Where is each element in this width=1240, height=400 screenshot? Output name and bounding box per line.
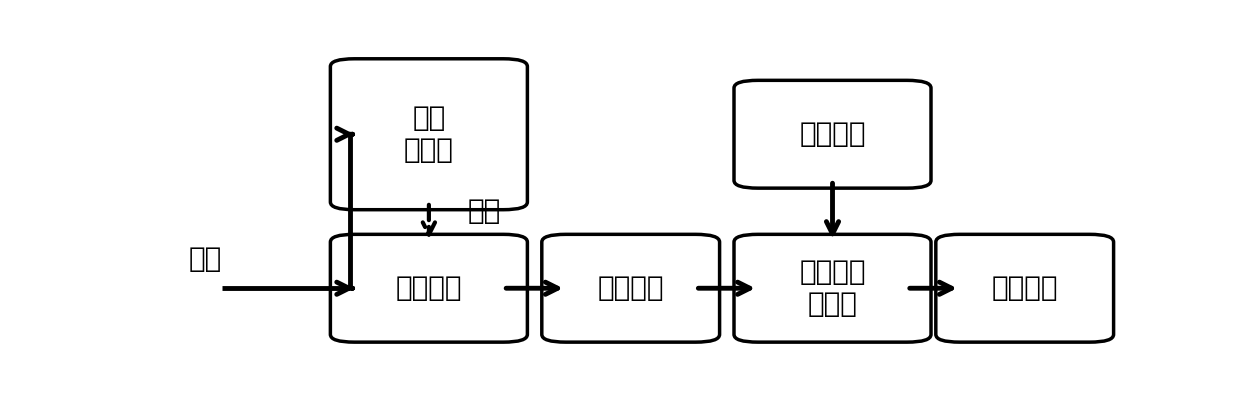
- FancyBboxPatch shape: [330, 234, 527, 342]
- Text: 投影: 投影: [467, 197, 501, 225]
- Text: 开始: 开始: [188, 245, 222, 273]
- FancyBboxPatch shape: [330, 59, 527, 210]
- Text: 键帽建模: 键帽建模: [800, 120, 866, 148]
- Text: 采集图像: 采集图像: [396, 274, 463, 302]
- FancyBboxPatch shape: [542, 234, 719, 342]
- Text: 图像拼接: 图像拼接: [598, 274, 663, 302]
- Text: 投影
结构光: 投影 结构光: [404, 104, 454, 164]
- FancyBboxPatch shape: [734, 80, 931, 188]
- FancyBboxPatch shape: [734, 234, 931, 342]
- FancyBboxPatch shape: [936, 234, 1114, 342]
- Text: 平整度检
测算法: 平整度检 测算法: [800, 258, 866, 318]
- Text: 显示结果: 显示结果: [992, 274, 1058, 302]
